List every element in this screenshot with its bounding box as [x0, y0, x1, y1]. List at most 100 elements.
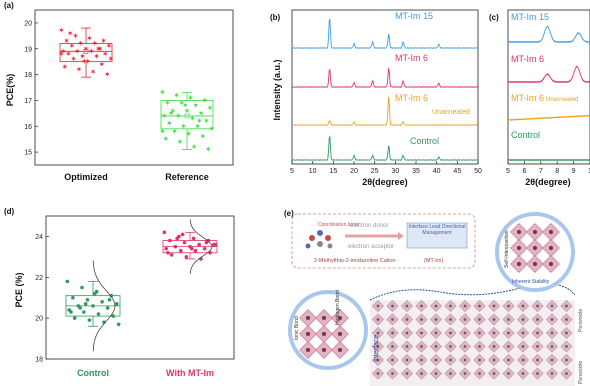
lead-atom	[434, 345, 438, 348]
data-point: ✶	[100, 37, 107, 46]
lead-atom	[463, 331, 467, 335]
lead-atom	[391, 372, 394, 375]
lead-atom	[463, 345, 467, 348]
data-point: ✶	[178, 99, 185, 108]
lead-atom	[449, 304, 452, 308]
x-tick-label: 8	[555, 168, 559, 175]
data-point	[100, 300, 104, 304]
lead-atom	[521, 331, 525, 335]
data-point: ✶	[162, 135, 169, 144]
data-point: ✶	[208, 124, 215, 133]
data-point	[107, 297, 112, 302]
y-tick-label: 15	[24, 150, 32, 157]
lead-atom	[376, 331, 380, 335]
mean-marker	[184, 113, 190, 119]
data-point: ✶	[63, 37, 70, 46]
data-point	[71, 295, 75, 300]
data-point: ✶	[102, 49, 109, 58]
data-point: ✶	[83, 44, 90, 53]
data-point: ✶	[164, 99, 171, 108]
lead-atom	[338, 316, 342, 320]
distribution-curve	[189, 219, 213, 274]
y-axis-label-a: PCE(%)	[5, 74, 15, 107]
lead-atom	[391, 331, 394, 335]
x-tick-label: 40	[433, 168, 441, 175]
lead-atom	[521, 304, 525, 308]
data-point	[69, 310, 73, 314]
trace-1	[507, 65, 590, 84]
arrow-head	[398, 232, 404, 240]
lead-atom	[405, 372, 409, 375]
lead-atom	[478, 345, 481, 348]
interface-label: Interface	[373, 335, 380, 362]
series-label-b-mtim6u: MT-Im 6	[395, 93, 428, 103]
y-tick-label: 18	[24, 72, 32, 79]
lead-atom	[507, 331, 510, 335]
lead-atom	[492, 358, 496, 362]
data-point: ✶	[175, 111, 182, 120]
lead-atom	[478, 331, 481, 335]
trace-3	[507, 158, 590, 162]
coordination-bond-label: Coordination bond	[318, 222, 359, 228]
lead-atom	[492, 318, 496, 321]
data-point: ✶	[60, 47, 67, 56]
data-point	[80, 285, 84, 290]
data-point	[83, 302, 88, 306]
interface-box	[406, 222, 468, 249]
data-point: ✶	[86, 34, 93, 43]
mean-marker	[83, 49, 89, 54]
lead-atom	[533, 262, 537, 266]
data-point	[184, 255, 189, 259]
y-tick-label: 17	[24, 98, 32, 105]
lead-atom	[565, 318, 568, 321]
data-point	[115, 302, 119, 306]
data-point: ✶	[168, 109, 175, 118]
panel-label-e: (e)	[284, 209, 294, 218]
data-point	[182, 240, 187, 245]
data-point	[191, 236, 196, 241]
lead-atom	[391, 358, 394, 362]
data-point: ✶	[159, 88, 166, 97]
lead-atom	[434, 318, 438, 321]
lead-atom	[517, 262, 521, 266]
lead-atom	[517, 246, 521, 250]
lead-atom	[420, 345, 423, 348]
interface-box-text: Interface Lead Directional Management	[408, 224, 466, 236]
x-axis-label-c: 2θ(degree)	[525, 177, 570, 187]
data-point: ✶	[88, 47, 95, 56]
panel-d: (d) PCE (%) 18 20 22 24 Control With MT-Im	[4, 207, 235, 378]
lead-atom	[492, 345, 496, 348]
lead-atom	[565, 304, 568, 308]
lead-atom	[521, 372, 525, 375]
y-tick-label: 18	[35, 357, 43, 364]
cation-abbr-label: (MT-Im)	[424, 258, 443, 264]
x-tick-label: 25	[371, 168, 379, 175]
data-point	[190, 246, 194, 251]
lead-atom	[376, 304, 380, 308]
data-point	[72, 316, 77, 320]
lead-atom	[492, 331, 496, 335]
lead-atom	[549, 246, 553, 250]
data-point	[197, 242, 201, 247]
interface-box-text-holder: Interface Lead Directional Management	[408, 224, 466, 236]
perovskite-slab	[370, 300, 575, 386]
category-label-control: Control	[77, 368, 109, 378]
lead-atom	[536, 318, 539, 321]
data-point: ✶	[67, 29, 74, 38]
plot-frame-c	[507, 9, 590, 165]
lead-atom	[391, 318, 394, 321]
data-point: ✶	[72, 31, 79, 40]
plot-frame-a	[34, 9, 234, 166]
data-point: ✶	[207, 104, 214, 113]
data-point	[109, 293, 114, 298]
panel-label-d: (d)	[4, 207, 15, 216]
trace-0	[291, 18, 479, 49]
x-tick-label: 35	[412, 168, 420, 175]
panel-label-a: (a)	[4, 1, 14, 10]
lead-atom	[376, 318, 380, 321]
lead-atom	[306, 348, 310, 352]
data-point: ✶	[79, 52, 86, 61]
lead-atom	[405, 345, 409, 348]
lead-atom	[449, 318, 452, 321]
